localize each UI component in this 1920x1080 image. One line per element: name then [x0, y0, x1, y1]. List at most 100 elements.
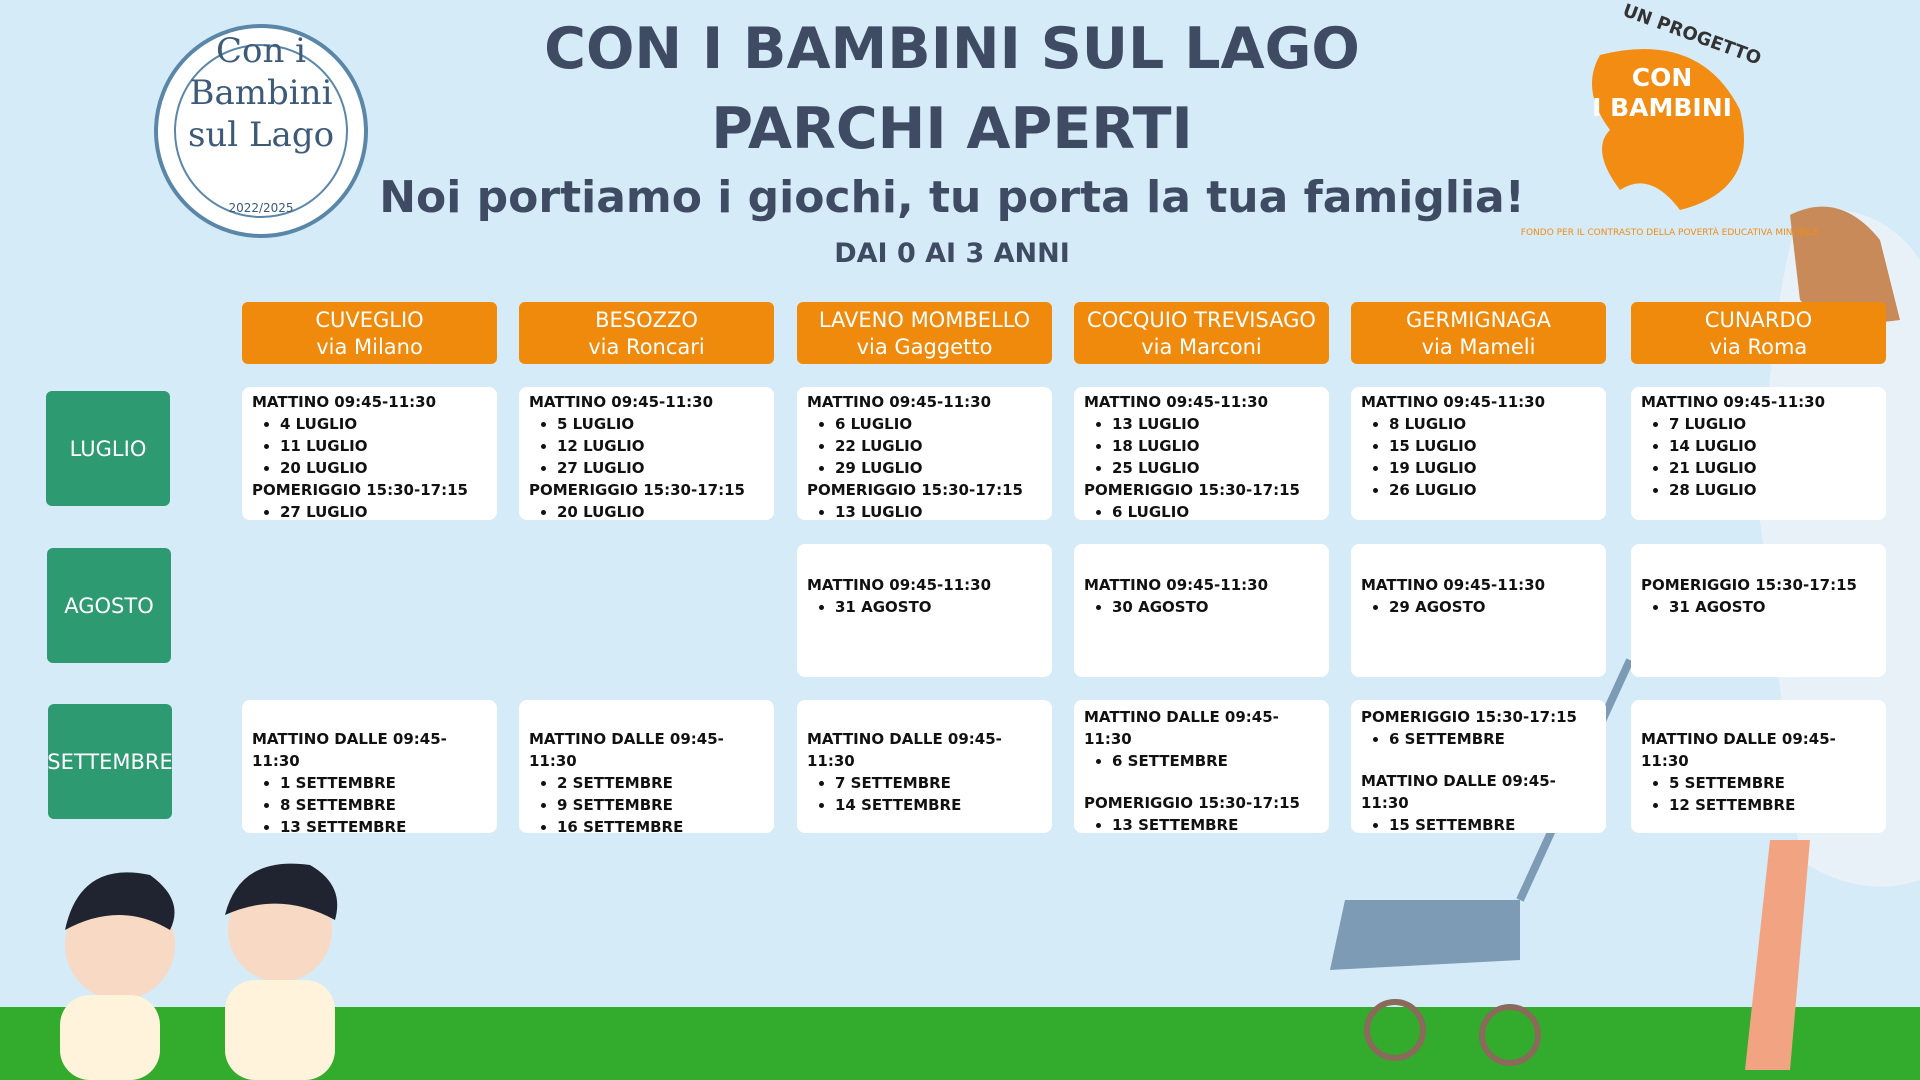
schedule-cell: POMERIGGIO 15:30-17:15 6 SETTEMBRE MATTINO…: [1351, 700, 1606, 836]
date: 14 LUGLIO: [1669, 435, 1876, 457]
date: 27 LUGLIO: [557, 457, 764, 479]
town: CUNARDO: [1704, 308, 1813, 332]
schedule-cell: MATTINO 09:45-11:30 30 AGOSTO: [1074, 544, 1329, 677]
schedule-cell: MATTINO 09:45-11:30 5 LUGLIO12 LUGLIO27 L…: [519, 387, 774, 523]
time-heading: MATTINO DALLE 09:45-11:30: [252, 730, 447, 770]
column-header: BESOZZO via Roncari: [519, 302, 774, 364]
date: 13 SETTEMBRE: [1112, 814, 1319, 836]
time-heading: MATTINO DALLE 09:45-11:30: [1361, 772, 1556, 812]
town: BESOZZO: [595, 308, 698, 332]
date-list: 15 SETTEMBRE: [1361, 814, 1596, 836]
date-list: 7 LUGLIO14 LUGLIO21 LUGLIO28 LUGLIO: [1641, 413, 1876, 501]
column-header: LAVENO MOMBELLO via Gaggetto: [797, 302, 1052, 364]
date: 13 SETTEMBRE: [280, 816, 487, 838]
date: 28 LUGLIO: [1669, 479, 1876, 501]
time-heading: POMERIGGIO 15:30-17:15: [252, 481, 468, 499]
time-block: POMERIGGIO 15:30-17:15 27 LUGLIO: [252, 479, 487, 523]
time-block: MATTINO 09:45-11:30 13 LUGLIO18 LUGLIO25 …: [1084, 391, 1319, 479]
street: via Milano: [316, 335, 423, 359]
wheel: [1364, 999, 1426, 1061]
logo-right-shape: [1592, 49, 1744, 210]
date-list: 8 LUGLIO15 LUGLIO19 LUGLIO26 LUGLIO: [1361, 413, 1596, 501]
date-list: 30 AGOSTO: [1084, 596, 1319, 618]
date: 2 SETTEMBRE: [557, 772, 764, 794]
schedule-cell: MATTINO 09:45-11:30 8 LUGLIO15 LUGLIO19 L…: [1351, 387, 1606, 520]
schedule-cell: MATTINO DALLE 09:45-11:302 SETTEMBRE9 SE…: [519, 700, 774, 836]
date: 26 LUGLIO: [1389, 479, 1596, 501]
date-list: 4 LUGLIO11 LUGLIO20 LUGLIO: [252, 413, 487, 479]
logo-left-ring: [174, 44, 348, 218]
date: 30 AGOSTO: [1112, 596, 1319, 618]
time-heading: POMERIGGIO 15:30-17:15: [807, 481, 1023, 499]
date: 21 LUGLIO: [1669, 457, 1876, 479]
woman-hair: [1790, 206, 1900, 323]
schedule-cell: MATTINO 09:45-11:30 7 LUGLIO14 LUGLIO21 L…: [1631, 387, 1886, 520]
date: 1 SETTEMBRE: [280, 772, 487, 794]
logo-left-text: Con i: [216, 31, 306, 71]
time-heading: MATTINO 09:45-11:30: [1641, 393, 1826, 411]
street: via Roma: [1709, 335, 1808, 359]
title-line: CON I BAMBINI SUL LAGO: [544, 16, 1360, 82]
date: 13 LUGLIO: [1112, 413, 1319, 435]
schedule-cell: MATTINO DALLE 09:45-11:301 SETTEMBRE8 SE…: [242, 700, 497, 836]
date: 6 LUGLIO: [835, 413, 1042, 435]
time-heading: MATTINO DALLE 09:45-11:30: [1084, 708, 1279, 748]
stroller-seat: [1330, 900, 1520, 970]
time-block: MATTINO 09:45-11:30 4 LUGLIO11 LUGLIO20 L…: [252, 391, 487, 479]
date-list: 5 LUGLIO12 LUGLIO27 LUGLIO: [529, 413, 764, 479]
date: 12 SETTEMBRE: [1669, 794, 1876, 816]
time-block: MATTINO DALLE 09:45-11:3015 SETTEMBRE: [1361, 770, 1596, 836]
time-heading: MATTINO DALLE 09:45-11:30: [807, 730, 1002, 770]
date: 11 LUGLIO: [280, 435, 487, 457]
date: 8 SETTEMBRE: [280, 794, 487, 816]
baby-body: [60, 995, 160, 1080]
time-heading: MATTINO 09:45-11:30: [1361, 393, 1546, 411]
date-list: 13 SETTEMBRE: [1084, 814, 1319, 836]
column-header: GERMIGNAGA via Mameli: [1351, 302, 1606, 364]
time-block: POMERIGGIO 15:30-17:15 6 LUGLIO: [1084, 479, 1319, 523]
date: 20 LUGLIO: [280, 457, 487, 479]
schedule-cell: POMERIGGIO 15:30-17:15 31 AGOSTO: [1631, 544, 1886, 677]
date: 29 LUGLIO: [835, 457, 1042, 479]
date: 13 LUGLIO: [835, 501, 1042, 523]
time-block: POMERIGGIO 15:30-17:15 6 SETTEMBRE: [1361, 706, 1596, 750]
schedule-cell: MATTINO 09:45-11:30 4 LUGLIO11 LUGLIO20 L…: [242, 387, 497, 523]
age-range: DAI 0 AI 3 ANNI: [834, 238, 1070, 269]
time-heading: MATTINO DALLE 09:45-11:30: [1641, 730, 1836, 770]
date-list: 6 LUGLIO: [1084, 501, 1319, 523]
schedule-cell: MATTINO 09:45-11:30 29 AGOSTO: [1351, 544, 1606, 677]
date: 6 SETTEMBRE: [1389, 728, 1596, 750]
schedule-cell: MATTINO DALLE 09:45-11:306 SETTEMBRE POME…: [1074, 700, 1329, 836]
date: 12 LUGLIO: [557, 435, 764, 457]
schedule-cell: MATTINO DALLE 09:45-11:307 SETTEMBRE14 S…: [797, 700, 1052, 833]
column-header: COCQUIO TREVISAGO via Marconi: [1074, 302, 1329, 364]
schedule-cell: MATTINO DALLE 09:45-11:305 SETTEMBRE12 S…: [1631, 700, 1886, 833]
time-block: MATTINO DALLE 09:45-11:306 SETTEMBRE: [1084, 706, 1319, 772]
subtitle: Noi portiamo i giochi, tu porta la tua f…: [379, 172, 1525, 223]
date: 8 LUGLIO: [1389, 413, 1596, 435]
street: via Marconi: [1141, 335, 1262, 359]
time-block: MATTINO DALLE 09:45-11:305 SETTEMBRE12 S…: [1641, 728, 1876, 816]
date: 16 SETTEMBRE: [557, 816, 764, 838]
town: GERMIGNAGA: [1405, 308, 1552, 332]
month-label: AGOSTO: [47, 548, 171, 663]
column-header: CUNARDO via Roma: [1631, 302, 1886, 364]
time-heading: MATTINO 09:45-11:30: [252, 393, 437, 411]
date: 18 LUGLIO: [1112, 435, 1319, 457]
logo-left-years: 2022/2025: [228, 201, 293, 215]
logo-right-name: I BAMBINI: [1592, 93, 1732, 122]
date: 31 AGOSTO: [835, 596, 1042, 618]
town: LAVENO MOMBELLO: [818, 308, 1031, 332]
time-block: MATTINO 09:45-11:30 6 LUGLIO22 LUGLIO29 L…: [807, 391, 1042, 479]
time-block: MATTINO 09:45-11:30 7 LUGLIO14 LUGLIO21 L…: [1641, 391, 1876, 501]
date-list: 7 SETTEMBRE14 SETTEMBRE: [807, 772, 1042, 816]
date: 25 LUGLIO: [1112, 457, 1319, 479]
date: 20 LUGLIO: [557, 501, 764, 523]
date-list: 29 AGOSTO: [1361, 596, 1596, 618]
title-line: PARCHI APERTI: [711, 96, 1193, 162]
date: 22 LUGLIO: [835, 435, 1042, 457]
baby-hair: [65, 872, 175, 930]
date-list: 31 AGOSTO: [1641, 596, 1876, 618]
date: 14 SETTEMBRE: [835, 794, 1042, 816]
date: 6 LUGLIO: [1112, 501, 1319, 523]
